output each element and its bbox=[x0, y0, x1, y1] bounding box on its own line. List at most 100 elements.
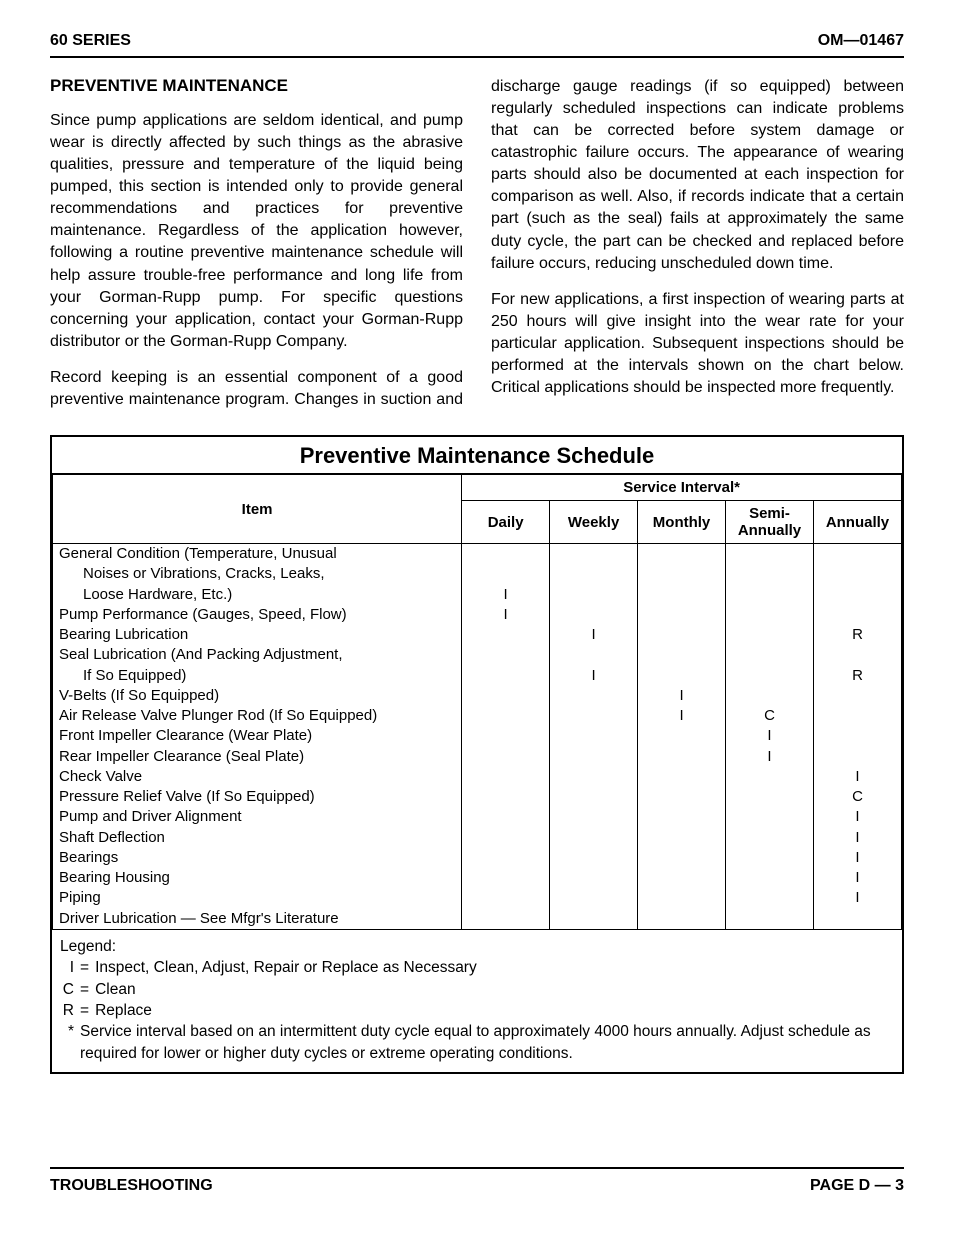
mark-cell: R bbox=[813, 625, 901, 645]
mark-cell bbox=[726, 564, 814, 584]
item-cell: If So Equipped) bbox=[53, 666, 462, 686]
mark-cell: I bbox=[726, 747, 814, 767]
table-row: Front Impeller Clearance (Wear Plate)I bbox=[53, 726, 902, 746]
paragraph: Since pump applications are seldom ident… bbox=[50, 110, 463, 353]
legend-eq: = bbox=[80, 957, 89, 978]
mark-cell bbox=[462, 726, 550, 746]
table-row: PipingI bbox=[53, 888, 902, 908]
col-interval-group: Service Interval* bbox=[462, 475, 902, 501]
legend: Legend: I = Inspect, Clean, Adjust, Repa… bbox=[52, 930, 902, 1072]
schedule-table: Item Service Interval* DailyWeeklyMonthl… bbox=[52, 474, 902, 930]
mark-cell: I bbox=[813, 868, 901, 888]
mark-cell bbox=[550, 605, 638, 625]
page: 60 SERIES OM—01467 PREVENTIVE MAINTENANC… bbox=[0, 0, 954, 1235]
table-row: Driver Lubrication — See Mfgr's Literatu… bbox=[53, 909, 902, 930]
paragraph: For new applications, a first inspection… bbox=[491, 289, 904, 399]
legend-text: Inspect, Clean, Adjust, Repair or Replac… bbox=[95, 957, 477, 978]
mark-cell bbox=[638, 807, 726, 827]
legend-item: I = Inspect, Clean, Adjust, Repair or Re… bbox=[60, 957, 894, 978]
mark-cell: I bbox=[813, 807, 901, 827]
table-row: Pressure Relief Valve (If So Equipped) C bbox=[53, 787, 902, 807]
mark-cell: I bbox=[462, 585, 550, 605]
mark-cell bbox=[462, 909, 550, 930]
legend-item: R = Replace bbox=[60, 1000, 894, 1021]
mark-cell bbox=[638, 747, 726, 767]
item-cell: Pressure Relief Valve (If So Equipped) bbox=[53, 787, 462, 807]
mark-cell bbox=[726, 828, 814, 848]
mark-cell bbox=[813, 686, 901, 706]
table-row: Seal Lubrication (And Packing Adjustment… bbox=[53, 645, 902, 665]
mark-cell bbox=[550, 767, 638, 787]
mark-cell bbox=[638, 666, 726, 686]
two-column-body: PREVENTIVE MAINTENANCE Since pump applic… bbox=[50, 76, 904, 411]
mark-cell bbox=[813, 747, 901, 767]
table-row: If So Equipped)IR bbox=[53, 666, 902, 686]
mark-cell bbox=[550, 564, 638, 584]
mark-cell bbox=[462, 868, 550, 888]
mark-cell bbox=[726, 605, 814, 625]
table-row: Pump and Driver Alignment I bbox=[53, 807, 902, 827]
mark-cell: I bbox=[462, 605, 550, 625]
footnote-mark: * bbox=[60, 1021, 74, 1064]
table-row: BearingsI bbox=[53, 848, 902, 868]
legend-title: Legend: bbox=[60, 936, 894, 957]
mark-cell bbox=[726, 787, 814, 807]
mark-cell bbox=[462, 848, 550, 868]
item-cell: Shaft Deflection bbox=[53, 828, 462, 848]
item-cell: V-Belts (If So Equipped) bbox=[53, 686, 462, 706]
mark-cell: I bbox=[813, 888, 901, 908]
mark-cell bbox=[638, 868, 726, 888]
mark-cell bbox=[550, 888, 638, 908]
table-row: V-Belts (If So Equipped) I bbox=[53, 686, 902, 706]
mark-cell bbox=[462, 645, 550, 665]
page-footer: TROUBLESHOOTING PAGE D — 3 bbox=[50, 1167, 904, 1195]
mark-cell: I bbox=[638, 686, 726, 706]
mark-cell bbox=[462, 544, 550, 565]
table-header-row: Item Service Interval* bbox=[53, 475, 902, 501]
mark-cell bbox=[726, 848, 814, 868]
mark-cell bbox=[726, 807, 814, 827]
item-cell: Front Impeller Clearance (Wear Plate) bbox=[53, 726, 462, 746]
mark-cell bbox=[462, 888, 550, 908]
item-cell: Seal Lubrication (And Packing Adjustment… bbox=[53, 645, 462, 665]
mark-cell bbox=[726, 909, 814, 930]
item-cell: Rear Impeller Clearance (Seal Plate) bbox=[53, 747, 462, 767]
legend-text: Clean bbox=[95, 979, 136, 1000]
mark-cell bbox=[550, 909, 638, 930]
mark-cell: I bbox=[813, 828, 901, 848]
item-cell: Bearing Housing bbox=[53, 868, 462, 888]
mark-cell bbox=[550, 544, 638, 565]
mark-cell bbox=[813, 726, 901, 746]
mark-cell bbox=[638, 585, 726, 605]
legend-code: R bbox=[60, 1000, 74, 1021]
header-rule bbox=[50, 56, 904, 58]
item-cell: Pump Performance (Gauges, Speed, Flow) bbox=[53, 605, 462, 625]
mark-cell: I bbox=[813, 767, 901, 787]
mark-cell bbox=[726, 686, 814, 706]
mark-cell bbox=[638, 828, 726, 848]
col-item: Item bbox=[53, 475, 462, 544]
mark-cell bbox=[638, 605, 726, 625]
mark-cell bbox=[813, 909, 901, 930]
mark-cell bbox=[813, 706, 901, 726]
mark-cell bbox=[550, 706, 638, 726]
mark-cell bbox=[550, 747, 638, 767]
item-cell: Driver Lubrication — See Mfgr's Literatu… bbox=[53, 909, 462, 930]
section-heading: PREVENTIVE MAINTENANCE bbox=[50, 76, 463, 96]
mark-cell bbox=[726, 666, 814, 686]
mark-cell bbox=[462, 767, 550, 787]
mark-cell bbox=[726, 585, 814, 605]
mark-cell bbox=[638, 544, 726, 565]
mark-cell: C bbox=[813, 787, 901, 807]
table-title: Preventive Maintenance Schedule bbox=[52, 437, 902, 474]
mark-cell bbox=[813, 585, 901, 605]
col-interval: Annually bbox=[813, 501, 901, 544]
mark-cell: I bbox=[813, 848, 901, 868]
mark-cell bbox=[638, 909, 726, 930]
table-row: Noises or Vibrations, Cracks, Leaks, bbox=[53, 564, 902, 584]
mark-cell bbox=[462, 828, 550, 848]
mark-cell bbox=[550, 787, 638, 807]
item-cell: Pump and Driver Alignment bbox=[53, 807, 462, 827]
item-cell: General Condition (Temperature, Unusual bbox=[53, 544, 462, 565]
table-row: Pump Performance (Gauges, Speed, Flow)I bbox=[53, 605, 902, 625]
